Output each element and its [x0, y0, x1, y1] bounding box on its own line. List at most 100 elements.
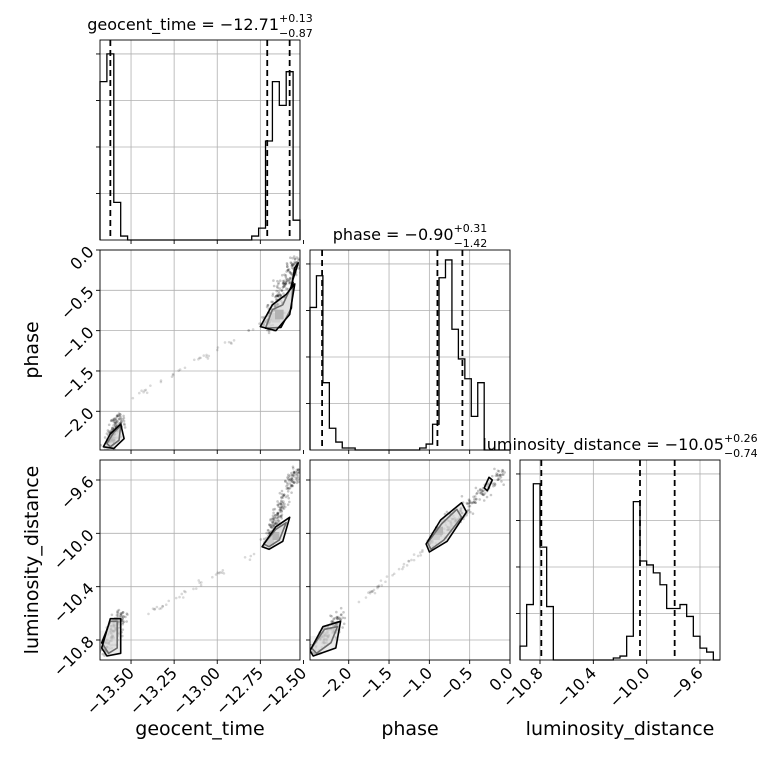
scatter-point [281, 505, 284, 509]
scatter-point [115, 611, 119, 614]
scatter-panel-geocent_time-luminosity_distance: −13.50−13.25−13.00−12.75−12.50−10.8−10.4… [50, 459, 310, 719]
scatter-point [276, 514, 280, 518]
scatter-point [262, 537, 266, 541]
scatter-point [266, 303, 270, 307]
scatter-point [119, 421, 122, 425]
scatter-point [286, 494, 290, 497]
scatter-point [119, 416, 123, 419]
scatter-point [121, 621, 125, 624]
scatter-point [111, 418, 114, 422]
scatter-point [284, 495, 288, 499]
scatter-point [120, 420, 124, 424]
scatter-point [286, 477, 290, 481]
panel-border [99, 39, 301, 241]
panel-background [100, 460, 300, 660]
scatter-point [273, 522, 276, 526]
scatter-point [278, 287, 282, 290]
scatter-point [468, 504, 472, 508]
scatter-point [292, 262, 296, 266]
scatter-point [276, 293, 279, 297]
scatter-point [117, 414, 120, 418]
scatter-point [276, 294, 280, 298]
scatter-point [284, 274, 288, 277]
histogram-title-luminosity_distance: luminosity_distance = −10.05+0.26−0.74 [482, 432, 757, 460]
scatter-point [114, 418, 118, 422]
scatter-point [296, 471, 300, 475]
scatter-point [479, 488, 482, 491]
scatter-point [330, 614, 333, 618]
y-tick-label: −1.5 [57, 363, 98, 404]
title-text: geocent_time = −12.71+0.13 [87, 12, 313, 35]
scatter-point [467, 498, 471, 501]
scatter-point [331, 619, 335, 623]
scatter-point [339, 606, 343, 610]
scatter-point [341, 626, 344, 629]
scatter-point [483, 492, 487, 495]
scatter-point [282, 504, 286, 508]
density-contour [102, 423, 125, 450]
scatter-point [243, 555, 247, 559]
scatter-point [291, 263, 294, 267]
title-label: phase = −0.90 [333, 225, 454, 244]
scatter-point [419, 553, 423, 557]
scatter-point [223, 341, 227, 344]
scatter-point [118, 415, 122, 418]
scatter-point [108, 430, 112, 433]
scatter-point [272, 524, 276, 528]
scatter-point [145, 391, 149, 395]
scatter-point [376, 585, 379, 588]
scatter-point [501, 468, 504, 472]
scatter-point [167, 599, 171, 603]
scatter-point [284, 281, 288, 285]
scatter-point [475, 492, 478, 496]
scatter-point [289, 478, 293, 482]
scatter-point [286, 269, 290, 272]
scatter-point [297, 258, 300, 262]
scatter-point [343, 616, 347, 620]
scatter-point [121, 614, 125, 618]
scatter-point [287, 487, 291, 491]
scatter-point [286, 490, 290, 493]
scatter-point [482, 499, 486, 502]
scatter-point [293, 257, 297, 261]
scatter-point [292, 263, 296, 266]
scatter-point [290, 484, 294, 487]
scatter-point [275, 522, 278, 525]
scatter-point [467, 505, 471, 508]
scatter-point [288, 270, 292, 274]
panel-border [99, 249, 301, 451]
scatter-point [283, 273, 286, 276]
scatter-point [465, 513, 468, 517]
scatter-point [501, 473, 504, 476]
scatter-point [421, 550, 424, 554]
scatter-point [251, 328, 255, 331]
scatter-point [114, 421, 117, 425]
density-cell [310, 636, 317, 644]
scatter-point [443, 512, 447, 516]
scatter-point [286, 268, 290, 271]
scatter-point [284, 480, 287, 483]
scatter-point [266, 328, 269, 332]
panel-border [309, 249, 511, 451]
scatter-point [271, 292, 275, 296]
scatter-point [112, 418, 116, 421]
scatter-point [174, 596, 178, 600]
scatter-point [121, 610, 125, 614]
scatter-point [289, 271, 293, 275]
scatter-point [412, 558, 416, 562]
scatter-point [473, 495, 477, 498]
histogram-panel-luminosity_distance: −10.8 −10.4 −10.0 −9.6 [499, 459, 721, 711]
scatter-point [286, 476, 289, 479]
scatter-point [290, 473, 294, 477]
scatter-point [280, 514, 283, 518]
scatter-point [482, 493, 486, 497]
panel-background [310, 250, 510, 450]
x-axis-label-phase: phase [381, 718, 438, 740]
scatter-point [288, 281, 292, 285]
scatter-point [170, 375, 174, 379]
scatter-point [296, 470, 299, 474]
scatter-point [113, 425, 117, 429]
scatter-point [338, 616, 342, 620]
scatter-point [474, 501, 477, 504]
scatter-point [500, 470, 504, 474]
